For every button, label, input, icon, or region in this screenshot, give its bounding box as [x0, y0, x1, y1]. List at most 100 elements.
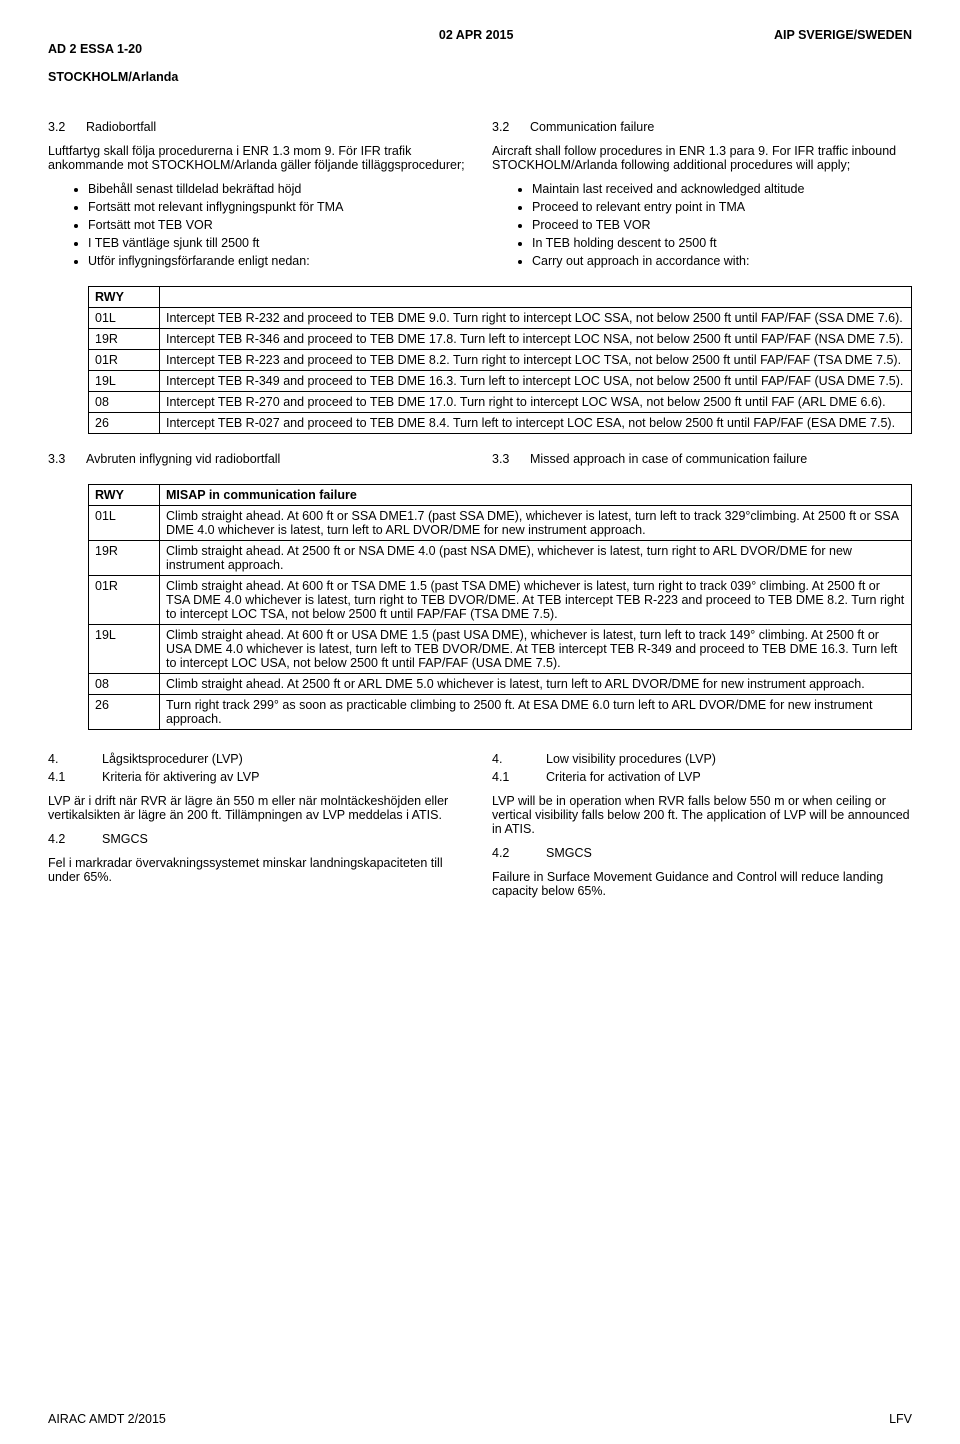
cell-txt: Climb straight ahead. At 600 ft or TSA D…: [160, 576, 912, 625]
sec4-left-4-num: 4.: [48, 752, 74, 766]
s33-right: 3.3 Missed approach in case of communica…: [492, 452, 912, 476]
sec4-left-41-para: LVP är i drift när RVR är lägre än 550 m…: [48, 794, 468, 822]
sec4-left-4: 4. Lågsiktsprocedurer (LVP): [48, 752, 468, 766]
sec4-right-41-num: 4.1: [492, 770, 518, 784]
cell-rwy: 01L: [89, 506, 160, 541]
table-row: 19LClimb straight ahead. At 600 ft or US…: [89, 625, 912, 674]
cell-rwy: 19L: [89, 625, 160, 674]
table-row: 19RIntercept TEB R-346 and proceed to TE…: [89, 329, 912, 350]
table-row: RWY: [89, 287, 912, 308]
s32-left-title-row: 3.2 Radiobortfall: [48, 120, 468, 134]
rwy-table-1: RWY 01LIntercept TEB R-232 and proceed t…: [88, 286, 912, 434]
footer-right: LFV: [889, 1412, 912, 1426]
header-left-line1: AD 2 ESSA 1-20: [48, 42, 142, 56]
cell-txt: Intercept TEB R-270 and proceed to TEB D…: [160, 392, 912, 413]
cell-rwy: 26: [89, 695, 160, 730]
cell-txt: Intercept TEB R-223 and proceed to TEB D…: [160, 350, 912, 371]
s33-left: 3.3 Avbruten inflygning vid radiobortfal…: [48, 452, 468, 476]
sec4-left-42-title: SMGCS: [102, 832, 148, 846]
cell-txt: Climb straight ahead. At 2500 ft or ARL …: [160, 674, 912, 695]
list-item: Carry out approach in accordance with:: [532, 254, 912, 268]
table-row: 01RIntercept TEB R-223 and proceed to TE…: [89, 350, 912, 371]
s32-right-title-row: 3.2 Communication failure: [492, 120, 912, 134]
page-header: AD 2 ESSA 1-20 STOCKHOLM/Arlanda 02 APR …: [48, 28, 912, 84]
table-row: 08Climb straight ahead. At 2500 ft or AR…: [89, 674, 912, 695]
cell-rwy: 01L: [89, 308, 160, 329]
list-item: Bibehåll senast tilldelad bekräftad höjd: [88, 182, 468, 196]
table2-header-txt: MISAP in communication failure: [160, 485, 912, 506]
sec4-right-42: 4.2 SMGCS: [492, 846, 912, 860]
list-item: I TEB väntläge sjunk till 2500 ft: [88, 236, 468, 250]
header-right: AIP SVERIGE/SWEDEN: [774, 28, 912, 84]
s32-left-title: Radiobortfall: [86, 120, 156, 134]
s33-left-title: Avbruten inflygning vid radiobortfall: [86, 452, 280, 466]
cell-rwy: 19R: [89, 541, 160, 576]
sec4-right-4: 4. Low visibility procedures (LVP): [492, 752, 912, 766]
s32-right-intro: Aircraft shall follow procedures in ENR …: [492, 144, 912, 172]
table-row: 01LClimb straight ahead. At 600 ft or SS…: [89, 506, 912, 541]
table1-header-rwy: RWY: [89, 287, 160, 308]
sec4-left-42-num: 4.2: [48, 832, 74, 846]
page: AD 2 ESSA 1-20 STOCKHOLM/Arlanda 02 APR …: [0, 0, 960, 1444]
list-item: Fortsätt mot relevant inflygningspunkt f…: [88, 200, 468, 214]
table-row: 01RClimb straight ahead. At 600 ft or TS…: [89, 576, 912, 625]
sec4-left-4-title: Lågsiktsprocedurer (LVP): [102, 752, 243, 766]
s32-left-bullets: Bibehåll senast tilldelad bekräftad höjd…: [48, 182, 468, 268]
cell-txt: Climb straight ahead. At 600 ft or USA D…: [160, 625, 912, 674]
s33-right-title: Missed approach in case of communication…: [530, 452, 807, 466]
sec4-left-41: 4.1 Kriteria för aktivering av LVP: [48, 770, 468, 784]
section-3-2: 3.2 Radiobortfall Luftfartyg skall följa…: [48, 120, 912, 278]
sec4-right-41-para: LVP will be in operation when RVR falls …: [492, 794, 912, 836]
cell-txt: Intercept TEB R-346 and proceed to TEB D…: [160, 329, 912, 350]
cell-txt: Intercept TEB R-349 and proceed to TEB D…: [160, 371, 912, 392]
cell-rwy: 26: [89, 413, 160, 434]
table-row: 26Intercept TEB R-027 and proceed to TEB…: [89, 413, 912, 434]
cell-rwy: 08: [89, 392, 160, 413]
s32-right-title: Communication failure: [530, 120, 654, 134]
cell-rwy: 01R: [89, 350, 160, 371]
header-left: AD 2 ESSA 1-20 STOCKHOLM/Arlanda: [48, 28, 178, 84]
list-item: Proceed to TEB VOR: [532, 218, 912, 232]
col-left-3-2: 3.2 Radiobortfall Luftfartyg skall följa…: [48, 120, 468, 278]
section-4: 4. Lågsiktsprocedurer (LVP) 4.1 Kriteria…: [48, 748, 912, 908]
page-footer: AIRAC AMDT 2/2015 LFV: [48, 1412, 912, 1426]
s32-left-intro: Luftfartyg skall följa procedurerna i EN…: [48, 144, 468, 172]
col-right-3-2: 3.2 Communication failure Aircraft shall…: [492, 120, 912, 278]
s32-right-bullets: Maintain last received and acknowledged …: [492, 182, 912, 268]
sec4-left-42-para: Fel i markradar övervakningssystemet min…: [48, 856, 468, 884]
table-row: 19RClimb straight ahead. At 2500 ft or N…: [89, 541, 912, 576]
cell-txt: Turn right track 299° as soon as practic…: [160, 695, 912, 730]
sec4-right-42-title: SMGCS: [546, 846, 592, 860]
cell-txt: Intercept TEB R-232 and proceed to TEB D…: [160, 308, 912, 329]
list-item: Fortsätt mot TEB VOR: [88, 218, 468, 232]
sec4-left-41-num: 4.1: [48, 770, 74, 784]
table2-wrapper: RWY MISAP in communication failure 01LCl…: [48, 484, 912, 730]
cell-txt: Climb straight ahead. At 600 ft or SSA D…: [160, 506, 912, 541]
cell-rwy: 08: [89, 674, 160, 695]
cell-txt: Climb straight ahead. At 2500 ft or NSA …: [160, 541, 912, 576]
table1-header-empty: [160, 287, 912, 308]
list-item: Utför inflygningsförfarande enligt nedan…: [88, 254, 468, 268]
table-row: 26Turn right track 299° as soon as pract…: [89, 695, 912, 730]
list-item: Maintain last received and acknowledged …: [532, 182, 912, 196]
header-left-line2: STOCKHOLM/Arlanda: [48, 70, 178, 84]
table2-header-rwy: RWY: [89, 485, 160, 506]
sec4-right: 4. Low visibility procedures (LVP) 4.1 C…: [492, 748, 912, 908]
table-row: 08Intercept TEB R-270 and proceed to TEB…: [89, 392, 912, 413]
s33-left-row: 3.3 Avbruten inflygning vid radiobortfal…: [48, 452, 468, 466]
s33-left-num: 3.3: [48, 452, 74, 466]
cell-rwy: 19L: [89, 371, 160, 392]
table1-wrapper: RWY 01LIntercept TEB R-232 and proceed t…: [48, 286, 912, 434]
cell-rwy: 19R: [89, 329, 160, 350]
section-3-3-headings: 3.3 Avbruten inflygning vid radiobortfal…: [48, 452, 912, 476]
cell-rwy: 01R: [89, 576, 160, 625]
sec4-left: 4. Lågsiktsprocedurer (LVP) 4.1 Kriteria…: [48, 748, 468, 908]
header-center: 02 APR 2015: [439, 28, 514, 84]
s33-right-num: 3.3: [492, 452, 518, 466]
s32-right-num: 3.2: [492, 120, 518, 134]
table-row: 01LIntercept TEB R-232 and proceed to TE…: [89, 308, 912, 329]
sec4-left-42: 4.2 SMGCS: [48, 832, 468, 846]
list-item: In TEB holding descent to 2500 ft: [532, 236, 912, 250]
cell-txt: Intercept TEB R-027 and proceed to TEB D…: [160, 413, 912, 434]
sec4-right-42-num: 4.2: [492, 846, 518, 860]
